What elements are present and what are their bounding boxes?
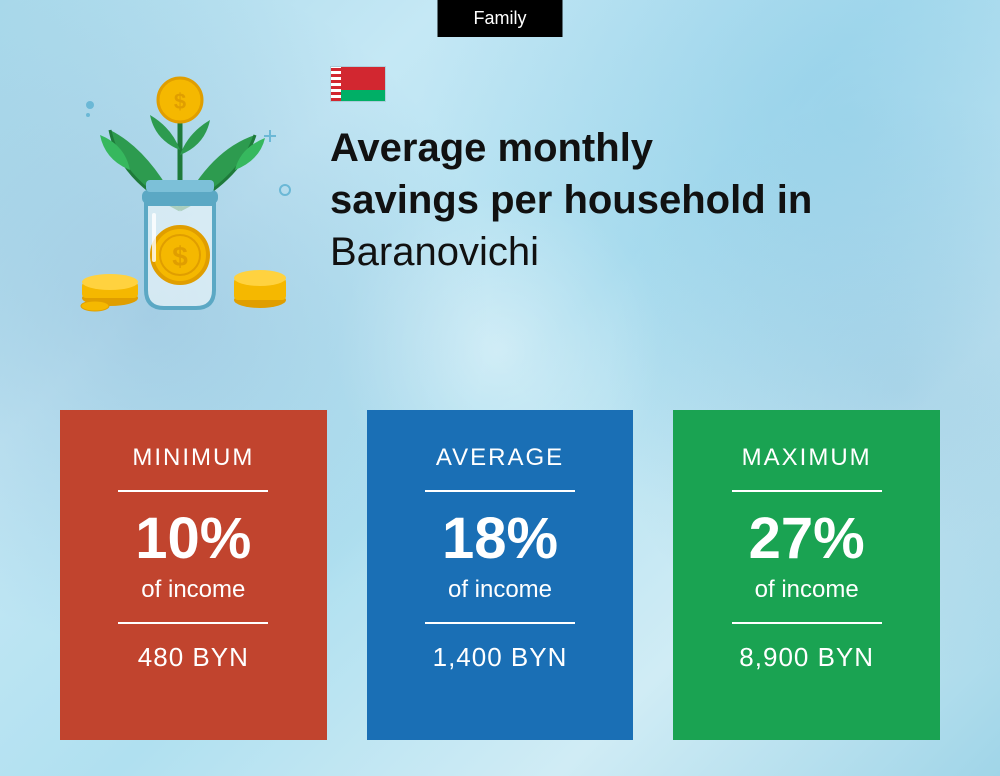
card-label: MAXIMUM [693,444,920,472]
card-subtext: of income [80,576,307,604]
divider [118,622,268,624]
svg-text:$: $ [174,89,186,114]
card-minimum: MINIMUM 10% of income 480 BYN [60,410,327,740]
card-amount: 1,400 BYN [387,642,614,673]
page-title: Average monthly savings per household in… [330,122,960,278]
card-amount: 480 BYN [80,642,307,673]
category-badge: Family [438,0,563,37]
title-location: Baranovichi [330,230,539,274]
divider [118,490,268,492]
card-amount: 8,900 BYN [693,642,920,673]
jar: $ [142,180,218,308]
card-percent: 10% [80,510,307,568]
coin-stack-right [234,270,286,308]
stat-cards: MINIMUM 10% of income 480 BYN AVERAGE 18… [60,410,940,740]
divider [732,490,882,492]
coin-stack-left [81,274,138,311]
title-area: Average monthly savings per household in… [330,60,960,278]
card-label: AVERAGE [387,444,614,472]
card-average: AVERAGE 18% of income 1,400 BYN [367,410,634,740]
divider [732,622,882,624]
card-percent: 18% [387,510,614,568]
savings-illustration: $ $ [60,60,300,320]
card-subtext: of income [693,576,920,604]
card-maximum: MAXIMUM 27% of income 8,900 BYN [673,410,940,740]
belarus-flag-icon [330,66,386,102]
divider [425,490,575,492]
divider [425,622,575,624]
svg-text:$: $ [172,241,188,272]
title-line1: Average monthly [330,126,653,170]
card-subtext: of income [387,576,614,604]
header: $ $ Average monthly savings per househo [60,60,960,320]
title-line2: savings per household in [330,178,812,222]
card-label: MINIMUM [80,444,307,472]
card-percent: 27% [693,510,920,568]
